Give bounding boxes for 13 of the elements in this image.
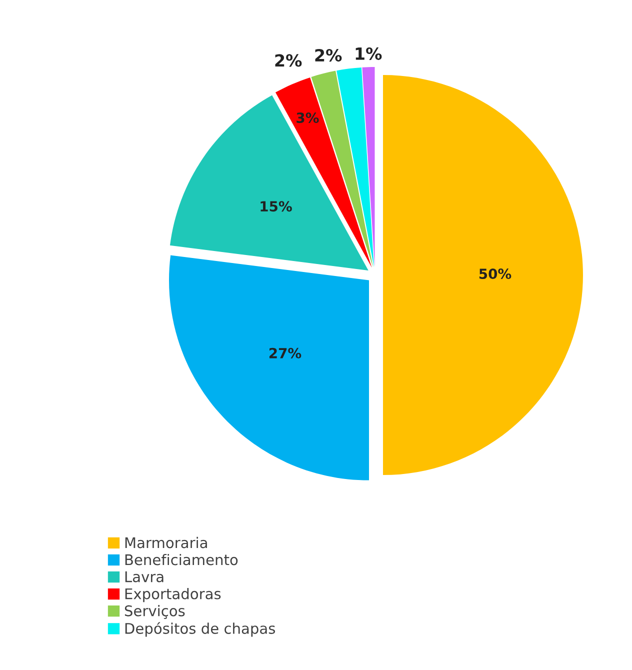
legend-label: Lavra (125, 571, 164, 582)
data-label: 2% (315, 48, 342, 62)
legend-label: Serviços (124, 605, 185, 619)
data-label: 50% (479, 268, 512, 280)
data-label: 27% (269, 348, 302, 358)
legend-label: Depósitos de chapas (125, 622, 276, 637)
data-label: 3% (296, 112, 319, 124)
data-label: 2% (275, 54, 302, 67)
data-label: 15% (260, 201, 292, 212)
data-label: 1% (356, 47, 382, 60)
legend-label: Marmoraria (125, 536, 207, 548)
legend-label: Exportadoras (125, 588, 221, 602)
legend-label: Beneficiamento (125, 554, 238, 566)
